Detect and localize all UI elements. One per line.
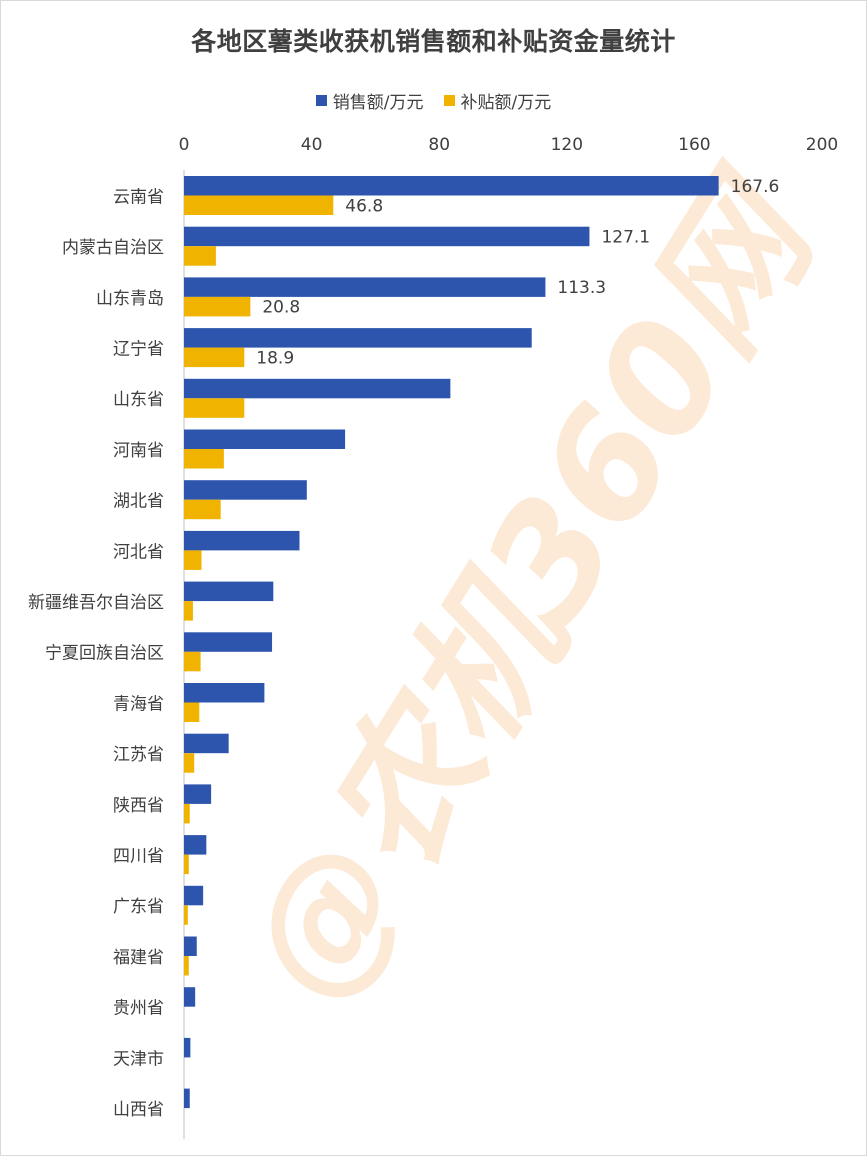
bar-subsidy	[184, 195, 334, 215]
data-label-sales: 127.1	[601, 227, 650, 247]
bar-sales	[184, 328, 532, 348]
category-label: 宁夏回族自治区	[45, 644, 164, 664]
bar-subsidy	[184, 854, 189, 875]
bar-sales	[184, 480, 307, 500]
x-tick-label: 40	[301, 135, 323, 155]
category-label: 福建省	[113, 948, 164, 968]
category-label: 山东青岛	[96, 289, 164, 309]
bar-sales	[184, 530, 300, 551]
category-label: 山西省	[113, 1100, 164, 1120]
category-label: 山东省	[113, 390, 164, 410]
legend-label-sales: 销售额/万元	[332, 93, 424, 113]
legend-swatch-sales	[315, 95, 327, 106]
bar-subsidy	[184, 550, 202, 570]
x-tick-label: 160	[678, 135, 710, 155]
category-label: 陕西省	[113, 796, 164, 816]
bar-sales	[184, 226, 590, 247]
chart-title: 各地区薯类收获机销售额和补贴资金量统计	[191, 27, 676, 56]
bar-sales	[184, 683, 265, 703]
bar-subsidy	[184, 246, 216, 266]
bar-sales	[184, 835, 207, 855]
bar-subsidy	[184, 296, 251, 317]
x-tick-label: 80	[428, 135, 450, 155]
category-label: 湖北省	[113, 492, 164, 512]
bar-subsidy	[184, 753, 195, 773]
bar-subsidy	[184, 651, 201, 672]
category-label: 天津市	[113, 1049, 164, 1069]
bar-subsidy	[184, 956, 189, 976]
category-label: 辽宁省	[113, 339, 164, 359]
data-label-sales: 113.3	[557, 278, 606, 298]
bar-sales	[184, 1037, 191, 1058]
category-label: 河北省	[113, 542, 164, 562]
category-label: 江苏省	[113, 745, 164, 765]
category-label: 河南省	[113, 441, 164, 461]
bar-subsidy	[184, 601, 193, 621]
legend-label-subsidy: 补贴额/万元	[460, 93, 552, 113]
bar-subsidy	[184, 347, 245, 368]
x-tick-label: 0	[179, 135, 190, 155]
bar-sales	[184, 429, 346, 449]
bar-sales	[184, 987, 196, 1007]
bar-sales	[184, 632, 273, 652]
x-tick-label: 120	[551, 135, 583, 155]
bar-subsidy	[184, 499, 221, 520]
category-label: 云南省	[113, 187, 164, 207]
bar-sales	[184, 277, 546, 297]
bar-sales	[184, 176, 719, 196]
bar-subsidy	[184, 398, 245, 418]
category-label: 贵州省	[113, 999, 164, 1019]
data-label-subsidy: 46.8	[345, 196, 383, 216]
category-label: 广东省	[113, 897, 164, 917]
x-tick-label: 200	[806, 135, 838, 155]
bar-subsidy	[184, 702, 200, 722]
bar-sales	[184, 581, 274, 602]
bar-sales	[184, 1088, 190, 1109]
bar-subsidy	[184, 449, 224, 469]
category-label: 青海省	[113, 694, 164, 714]
bar-subsidy	[184, 803, 190, 824]
data-label-subsidy: 18.9	[256, 348, 294, 368]
legend-swatch-subsidy	[443, 95, 455, 106]
bar-sales	[184, 784, 212, 804]
bar-sales	[184, 885, 204, 906]
data-label-subsidy: 20.8	[262, 298, 300, 318]
chart-legend: 销售额/万元 补贴额/万元	[0, 88, 867, 113]
data-label-sales: 167.6	[731, 177, 780, 197]
legend-item-subsidy: 补贴额/万元	[443, 88, 552, 113]
bar-subsidy	[184, 905, 188, 925]
category-label: 新疆维吾尔自治区	[28, 593, 164, 613]
bar-sales	[184, 378, 451, 399]
bar-sales	[184, 733, 229, 754]
category-label: 内蒙古自治区	[62, 238, 164, 258]
legend-item-sales: 销售额/万元	[315, 88, 424, 113]
bar-sales	[184, 936, 197, 956]
category-label: 四川省	[113, 846, 164, 866]
